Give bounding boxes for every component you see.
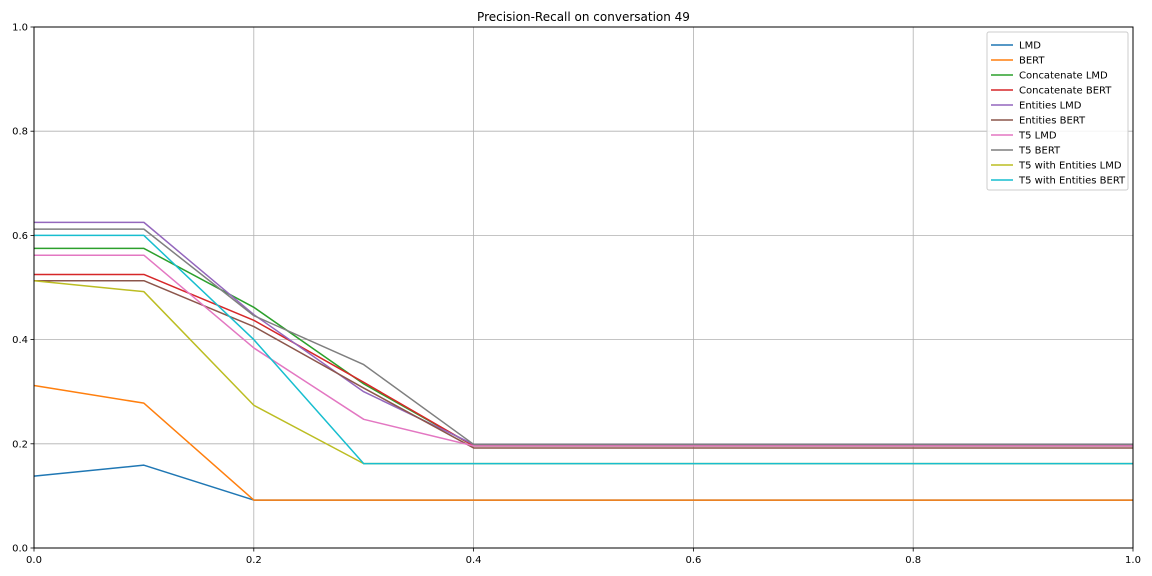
plot-frame bbox=[33, 26, 1134, 549]
y-tick-label: 0.6 bbox=[12, 231, 28, 242]
x-tick-label: 0.0 bbox=[26, 555, 42, 566]
legend-label: Entities LMD bbox=[1019, 101, 1082, 112]
x-tick-label: 0.2 bbox=[246, 555, 262, 566]
series-line-entities-bert bbox=[34, 279, 1133, 449]
legend: LMD BERT Concatenate LMD Concatenate BERT En… bbox=[986, 31, 1129, 191]
legend-label: BERT bbox=[1019, 56, 1045, 67]
legend-label: T5 with Entities BERT bbox=[1018, 176, 1126, 187]
y-tick-label: 0.2 bbox=[12, 439, 28, 450]
x-tick-label: 0.8 bbox=[905, 555, 921, 566]
y-tick-label: 0.4 bbox=[12, 335, 28, 346]
legend-label: T5 LMD bbox=[1018, 131, 1057, 142]
legend-label: T5 with Entities LMD bbox=[1018, 161, 1122, 172]
legend-label: T5 BERT bbox=[1018, 146, 1061, 157]
series-line-bert bbox=[33, 384, 1133, 501]
legend-label: Entities BERT bbox=[1019, 116, 1086, 127]
y-tick-label: 1.0 bbox=[12, 23, 28, 34]
y-tick-label: 0.8 bbox=[12, 127, 28, 138]
legend-label: LMD bbox=[1019, 41, 1041, 52]
series-line-t5-bert bbox=[34, 228, 1133, 446]
series-line-t5-with-entities-bert bbox=[34, 234, 1133, 465]
x-tick-label: 0.4 bbox=[466, 555, 482, 566]
x-tick-label: 0.6 bbox=[685, 555, 701, 566]
legend-box bbox=[986, 31, 1129, 191]
series-layer bbox=[33, 221, 1133, 501]
y-tick-label: 0.0 bbox=[12, 544, 28, 555]
ticks: 0.0 0.2 0.4 0.6 0.8 1.0 0.0 0.2 0.4 0.6 0.8 1.0 bbox=[12, 23, 1141, 567]
legend-label: Concatenate BERT bbox=[1019, 86, 1112, 97]
x-tick-label: 1.0 bbox=[1125, 555, 1141, 566]
chart-title: Precision-Recall on conversation 49 bbox=[477, 10, 690, 24]
series-line-t5-lmd bbox=[34, 254, 1133, 447]
legend-label: Concatenate LMD bbox=[1019, 71, 1108, 82]
